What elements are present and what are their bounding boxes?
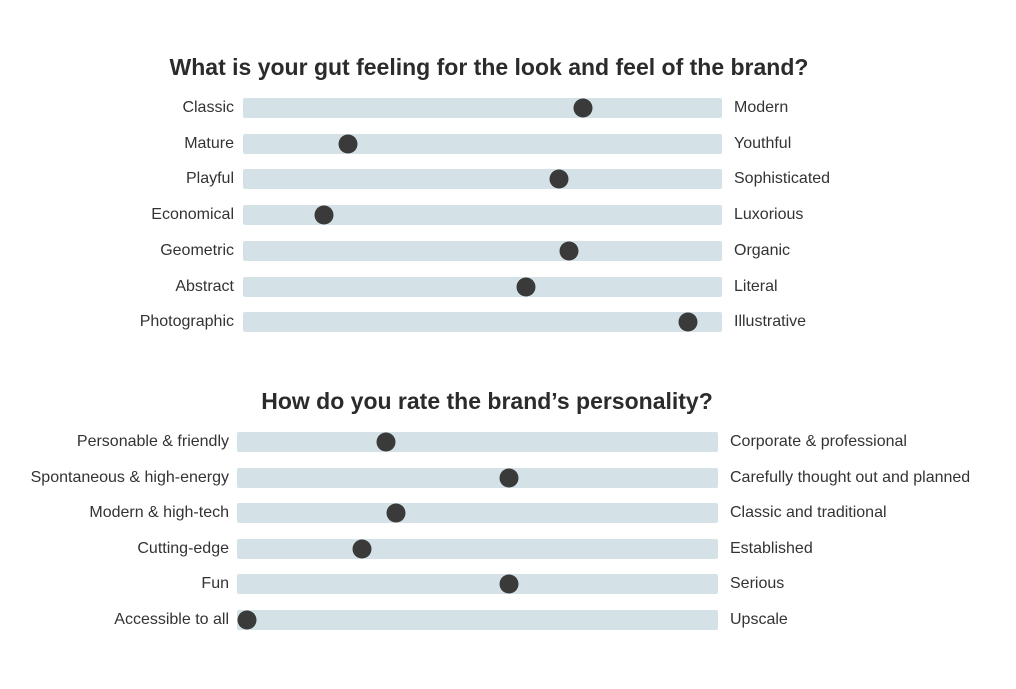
slider-right-label: Sophisticated bbox=[734, 170, 831, 187]
slider-row-playful: Playful Sophisticated bbox=[0, 169, 1016, 189]
slider-handle[interactable] bbox=[516, 277, 536, 297]
slider-handle[interactable] bbox=[314, 205, 334, 225]
slider-row-fun: Fun Serious bbox=[0, 574, 1016, 594]
slider-left-label: Cutting-edge bbox=[137, 540, 229, 557]
slider-handle[interactable] bbox=[549, 169, 569, 189]
slider-handle[interactable] bbox=[237, 610, 257, 630]
slider-row-personable-and-friendly: Personable & friendly Corporate & profess… bbox=[0, 432, 1016, 452]
slider-left-label: Geometric bbox=[160, 242, 234, 259]
slider-right-label: Established bbox=[730, 540, 813, 557]
slider-row-abstract: Abstract Literal bbox=[0, 277, 1016, 297]
slider-row-spontaneous-and-high-energy: Spontaneous & high-energy Carefully thoug… bbox=[0, 468, 1016, 488]
slider-track[interactable] bbox=[237, 432, 718, 452]
slider-right-label: Illustrative bbox=[734, 313, 807, 330]
slider-right-label: Literal bbox=[734, 278, 778, 295]
slider-left-label: Modern & high-tech bbox=[89, 504, 229, 521]
slider-row-modern-and-high-tech: Modern & high-tech Classic and traditiona… bbox=[0, 503, 1016, 523]
slider-handle[interactable] bbox=[559, 241, 579, 261]
slider-right-label: Serious bbox=[730, 575, 785, 592]
slider-track[interactable] bbox=[243, 312, 722, 332]
slider-row-classic: Classic Modern bbox=[0, 98, 1016, 118]
slider-right-label: Luxorious bbox=[734, 206, 804, 223]
slider-left-label: Spontaneous & high-energy bbox=[30, 469, 229, 486]
slider-handle[interactable] bbox=[573, 98, 593, 118]
slider-left-label: Personable & friendly bbox=[76, 433, 229, 450]
slider-track[interactable] bbox=[237, 610, 718, 630]
slider-left-label: Abstract bbox=[175, 278, 234, 295]
slider-row-photographic: Photographic Illustrative bbox=[0, 312, 1016, 332]
slider-track[interactable] bbox=[243, 98, 722, 118]
slider-handle[interactable] bbox=[499, 574, 519, 594]
slider-right-label: Carefully thought out and planned bbox=[730, 469, 971, 486]
slider-track[interactable] bbox=[237, 574, 718, 594]
slider-row-geometric: Geometric Organic bbox=[0, 241, 1016, 261]
slider-handle[interactable] bbox=[386, 503, 406, 523]
slider-handle[interactable] bbox=[338, 134, 358, 154]
slider-left-label: Economical bbox=[151, 206, 234, 223]
slider-track[interactable] bbox=[243, 134, 722, 154]
slider-handle[interactable] bbox=[499, 468, 519, 488]
slider-track[interactable] bbox=[243, 241, 722, 261]
slider-handle[interactable] bbox=[678, 312, 698, 332]
slider-track[interactable] bbox=[243, 205, 722, 225]
section-title: How do you rate the brand’s personality? bbox=[261, 388, 713, 414]
slider-track[interactable] bbox=[237, 539, 718, 559]
slider-track[interactable] bbox=[243, 277, 722, 297]
slider-left-label: Mature bbox=[184, 135, 234, 152]
section-title: What is your gut feeling for the look an… bbox=[169, 54, 809, 80]
slider-row-cutting-edge: Cutting-edge Established bbox=[0, 539, 1016, 559]
slider-handle[interactable] bbox=[376, 432, 396, 452]
slider-row-economical: Economical Luxorious bbox=[0, 205, 1016, 225]
slider-left-label: Photographic bbox=[139, 313, 234, 330]
slider-right-label: Organic bbox=[734, 242, 791, 259]
slider-right-label: Classic and traditional bbox=[730, 504, 887, 521]
slider-right-label: Youthful bbox=[734, 135, 792, 152]
slider-left-label: Classic bbox=[182, 99, 234, 116]
slider-row-accessible-to-all: Accessible to all Upscale bbox=[0, 610, 1016, 630]
slider-track[interactable] bbox=[243, 169, 722, 189]
slider-right-label: Modern bbox=[734, 99, 789, 116]
slider-left-label: Accessible to all bbox=[114, 611, 229, 628]
slider-track[interactable] bbox=[237, 468, 718, 488]
slider-right-label: Corporate & professional bbox=[730, 433, 907, 450]
slider-right-label: Upscale bbox=[730, 611, 788, 628]
slider-left-label: Fun bbox=[201, 575, 229, 592]
slider-handle[interactable] bbox=[352, 539, 372, 559]
slider-track[interactable] bbox=[237, 503, 718, 523]
slider-left-label: Playful bbox=[185, 170, 234, 187]
slider-row-mature: Mature Youthful bbox=[0, 134, 1016, 154]
